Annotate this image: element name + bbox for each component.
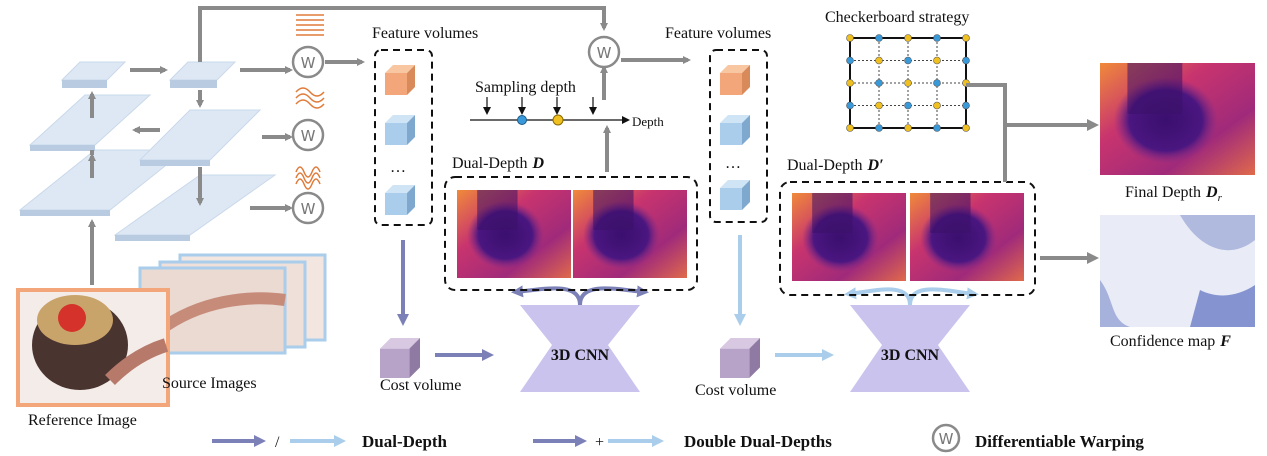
warp-symbol: W (597, 44, 612, 62)
grid-node (847, 35, 854, 42)
checkerboard-title: Checkerboard strategy (825, 9, 969, 26)
feature-volumes-label: Feature volumes (372, 25, 478, 42)
grid-node (963, 57, 970, 64)
depth-axis-label: Depth (632, 114, 664, 129)
grid-node (934, 125, 941, 132)
legend: / Dual-Depth + Double Dual-Depths W Diff… (212, 425, 1144, 451)
checkerboard-grid (847, 35, 970, 132)
sample-point (553, 115, 563, 125)
sample-point (518, 116, 527, 125)
grid-node (847, 80, 854, 87)
ellipsis: … (725, 155, 741, 172)
cost-volume-label: Cost volume (695, 382, 776, 399)
cnn-label: 3D CNN (551, 347, 610, 364)
grid-node (876, 35, 883, 42)
dual-depth-text: Dual-Depth (787, 157, 863, 174)
reference-image (18, 290, 168, 405)
source-images-label: Source Images (162, 375, 257, 392)
confidence-text: Confidence map (1110, 333, 1215, 350)
grid-node (905, 80, 912, 87)
legend-label: Differentiable Warping (975, 432, 1144, 451)
grid-node (905, 102, 912, 109)
feature-pyramid (20, 62, 290, 285)
warp-symbol: W (939, 430, 954, 448)
grid-node (963, 125, 970, 132)
ellipsis: … (390, 159, 406, 176)
legend-label: Dual-Depth (362, 432, 448, 451)
diagram: Source Images Reference Image W W W Feat… (0, 0, 1267, 456)
legend-separator: / (275, 434, 280, 451)
final-depth-text: Final Depth (1125, 184, 1201, 201)
frequency-icons (296, 15, 324, 189)
legend-label: Double Dual-Depths (684, 432, 832, 451)
grid-node (963, 35, 970, 42)
grid-node (934, 102, 941, 109)
final-depth-subscript: r (1218, 192, 1223, 204)
dual-depth-symbol: D (532, 155, 545, 172)
grid-node (847, 102, 854, 109)
grid-node (934, 80, 941, 87)
grid-node (934, 57, 941, 64)
grid-node (876, 102, 883, 109)
dual-depth-text: Dual-Depth (452, 155, 528, 172)
confidence-symbol: F (1219, 333, 1231, 350)
grid-node (847, 57, 854, 64)
cnn-label: 3D CNN (881, 347, 940, 364)
grid-node (847, 125, 854, 132)
grid-node (905, 125, 912, 132)
grid-node (905, 57, 912, 64)
final-depth-symbol: D (1205, 184, 1218, 201)
feature-volumes-label: Feature volumes (665, 25, 771, 42)
warp-symbol: W (301, 200, 316, 218)
sampling-arrows (487, 97, 593, 113)
grid-node (963, 102, 970, 109)
grid-node (876, 80, 883, 87)
sampling-label: Sampling depth (475, 79, 576, 96)
warp-symbol: W (301, 127, 316, 145)
legend-separator: + (595, 434, 604, 451)
warp-symbol: W (301, 54, 316, 72)
final-depth-image (1100, 63, 1255, 175)
grid-node (934, 35, 941, 42)
cost-volume-label: Cost volume (380, 377, 461, 394)
confidence-image (1100, 215, 1255, 327)
dual-depth-symbol: D′ (867, 157, 884, 174)
reference-image-label: Reference Image (28, 412, 137, 429)
grid-node (876, 125, 883, 132)
grid-node (876, 57, 883, 64)
grid-node (905, 35, 912, 42)
